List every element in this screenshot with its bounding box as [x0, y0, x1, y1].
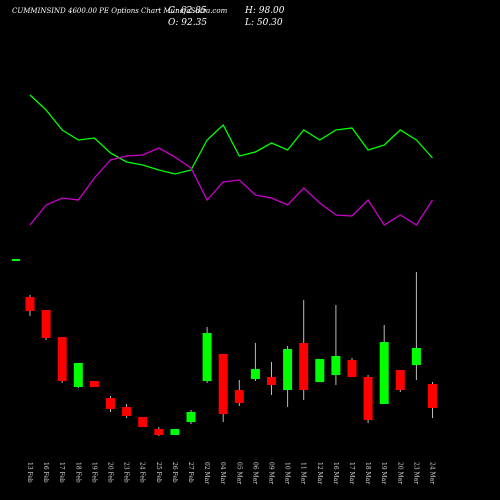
x-tick-label: 11 Mar	[300, 462, 307, 484]
x-tick-label: 19 Feb	[90, 462, 97, 483]
candle-body	[315, 359, 325, 382]
line-series	[29, 94, 433, 175]
candle-body	[379, 342, 389, 404]
candle-body	[202, 333, 212, 381]
candle-body	[25, 297, 35, 311]
candle-body	[347, 360, 357, 377]
candle-body	[411, 348, 421, 365]
x-tick-label: 17 Feb	[58, 462, 65, 483]
x-tick-label: 10 Mar	[284, 462, 291, 484]
x-tick-label: 13 Feb	[26, 462, 33, 483]
x-tick-label: 18 Mar	[364, 462, 371, 484]
candle-body	[218, 354, 228, 414]
x-tick-label: 25 Feb	[155, 462, 162, 483]
x-tick-label: 24 Mar	[429, 462, 436, 484]
candle-body	[331, 356, 341, 375]
x-tick-label: 05 Mar	[235, 462, 242, 484]
chart-title: CUMMINSIND 4600.00 PE Options Chart Muna…	[12, 7, 228, 15]
candle-body	[363, 377, 373, 420]
open-info: O: 92.35	[168, 18, 207, 28]
x-tick-label: 19 Mar	[380, 462, 387, 484]
candle-body	[57, 337, 67, 381]
close-info: C: 62.85	[168, 6, 207, 16]
x-tick-label: 17 Mar	[348, 462, 355, 484]
candle-body	[395, 370, 405, 390]
candle-body	[122, 407, 132, 416]
line-series	[29, 147, 434, 226]
high-info: H: 98.00	[244, 6, 285, 16]
x-tick-label: 23 Feb	[123, 462, 130, 483]
x-tick-label: 04 Mar	[219, 462, 226, 484]
x-tick-label: 09 Mar	[268, 462, 275, 484]
candle-body	[267, 377, 276, 385]
x-tick-label: 12 Mar	[316, 462, 323, 484]
x-tick-label: 20 Feb	[107, 462, 114, 483]
x-tick-label: 02 Mar	[203, 462, 210, 484]
low-info: L: 50.30	[244, 18, 283, 28]
candle-body	[186, 412, 196, 422]
candle-body	[283, 349, 293, 390]
x-tick-label: 27 Feb	[187, 462, 194, 483]
candle-body	[250, 369, 260, 379]
x-tick-label: 06 Mar	[251, 462, 258, 484]
candle-body	[73, 363, 83, 387]
candle-body	[154, 429, 164, 435]
candle-body	[41, 310, 51, 338]
x-tick-label: 24 Feb	[139, 462, 146, 483]
x-tick-label: 16 Feb	[42, 462, 49, 483]
candle-body	[106, 398, 115, 409]
candle-body	[428, 384, 437, 408]
x-tick-label: 20 Mar	[396, 462, 403, 484]
candle-body	[138, 417, 148, 427]
candle-body	[234, 390, 244, 403]
x-tick-label: 26 Feb	[171, 462, 178, 483]
candle-body	[299, 343, 309, 390]
candle-body	[170, 429, 180, 435]
x-tick-label: 16 Mar	[332, 462, 339, 484]
x-tick-label: 23 Mar	[412, 462, 419, 484]
x-tick-label: 18 Feb	[74, 462, 81, 483]
candle-body	[89, 381, 99, 387]
